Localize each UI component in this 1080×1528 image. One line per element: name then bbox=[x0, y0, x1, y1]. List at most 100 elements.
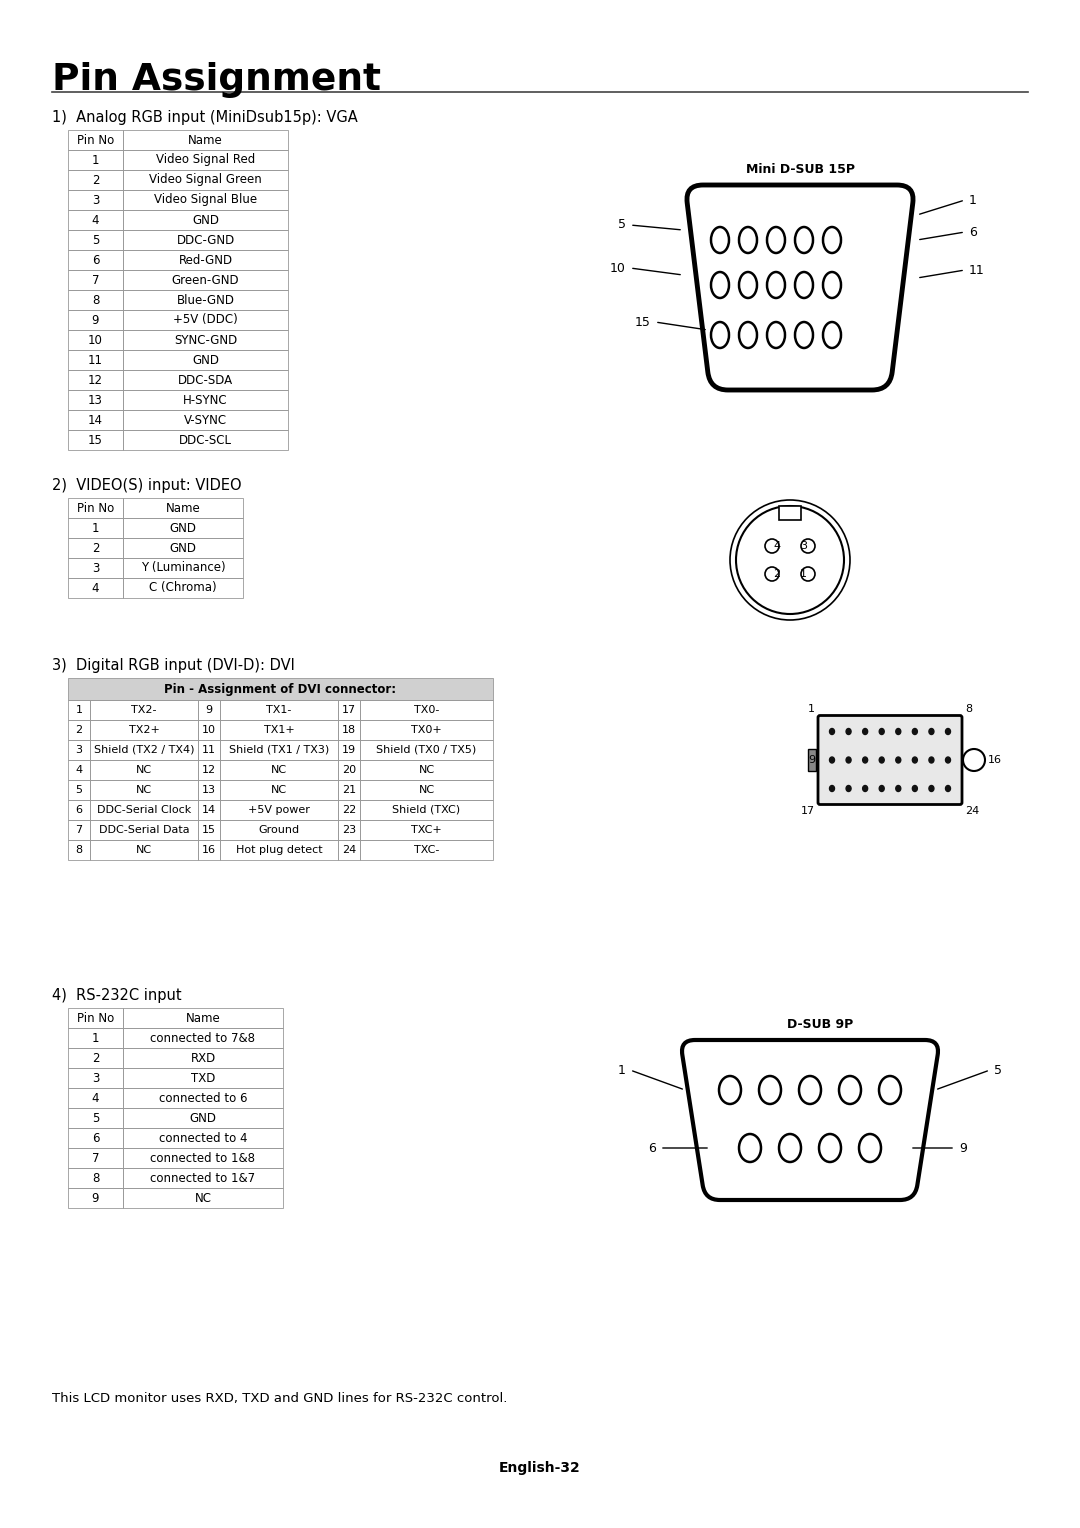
Bar bbox=[68, 720, 90, 740]
Text: 13: 13 bbox=[202, 785, 216, 795]
Text: connected to 4: connected to 4 bbox=[159, 1132, 247, 1144]
Ellipse shape bbox=[863, 729, 867, 735]
Bar bbox=[68, 538, 123, 558]
Text: 10: 10 bbox=[610, 261, 626, 275]
Text: TXD: TXD bbox=[191, 1071, 215, 1085]
Bar bbox=[808, 749, 816, 772]
Text: NC: NC bbox=[418, 766, 434, 775]
Text: 1: 1 bbox=[92, 153, 99, 167]
Text: Pin Assignment: Pin Assignment bbox=[52, 63, 381, 98]
Bar bbox=[123, 209, 288, 231]
Text: Red-GND: Red-GND bbox=[178, 254, 232, 266]
Bar bbox=[68, 1148, 123, 1167]
Bar bbox=[68, 1048, 123, 1068]
Text: 15: 15 bbox=[635, 315, 651, 329]
Text: TX1+: TX1+ bbox=[264, 724, 295, 735]
Text: connected to 1&7: connected to 1&7 bbox=[150, 1172, 256, 1184]
Bar bbox=[123, 189, 288, 209]
Ellipse shape bbox=[829, 756, 835, 762]
Ellipse shape bbox=[829, 729, 835, 735]
Text: 4: 4 bbox=[773, 541, 780, 552]
Text: 9: 9 bbox=[808, 755, 815, 766]
Bar bbox=[123, 370, 288, 390]
Text: SYNC-GND: SYNC-GND bbox=[174, 333, 238, 347]
Text: 1: 1 bbox=[969, 194, 977, 206]
Bar bbox=[123, 538, 243, 558]
Bar bbox=[68, 290, 123, 310]
Bar bbox=[68, 209, 123, 231]
Text: TX2+: TX2+ bbox=[129, 724, 160, 735]
Ellipse shape bbox=[879, 785, 885, 792]
Bar bbox=[68, 270, 123, 290]
Text: DDC-Serial Clock: DDC-Serial Clock bbox=[97, 805, 191, 814]
Bar bbox=[198, 700, 220, 720]
Text: 1: 1 bbox=[618, 1063, 626, 1077]
Ellipse shape bbox=[945, 729, 950, 735]
Bar bbox=[90, 759, 198, 779]
Ellipse shape bbox=[846, 729, 851, 735]
Bar bbox=[90, 740, 198, 759]
Ellipse shape bbox=[913, 785, 917, 792]
Text: 19: 19 bbox=[342, 746, 356, 755]
Text: 10: 10 bbox=[202, 724, 216, 735]
Text: 9: 9 bbox=[92, 1192, 99, 1204]
Bar bbox=[68, 678, 492, 700]
Bar bbox=[123, 350, 288, 370]
Bar bbox=[338, 700, 360, 720]
Ellipse shape bbox=[929, 756, 934, 762]
Bar bbox=[68, 1167, 123, 1187]
Text: 6: 6 bbox=[92, 1132, 99, 1144]
Bar bbox=[123, 251, 288, 270]
Text: 1: 1 bbox=[92, 1031, 99, 1045]
Bar bbox=[123, 231, 288, 251]
Bar bbox=[123, 1088, 283, 1108]
Bar bbox=[68, 429, 123, 451]
Bar bbox=[68, 759, 90, 779]
Text: 17: 17 bbox=[801, 807, 815, 816]
Bar bbox=[68, 498, 123, 518]
Text: Ground: Ground bbox=[258, 825, 299, 834]
Text: DDC-SDA: DDC-SDA bbox=[178, 373, 233, 387]
Text: 1)  Analog RGB input (MiniDsub15p): VGA: 1) Analog RGB input (MiniDsub15p): VGA bbox=[52, 110, 357, 125]
Ellipse shape bbox=[895, 729, 901, 735]
Bar bbox=[123, 390, 288, 410]
Text: Green-GND: Green-GND bbox=[172, 274, 240, 287]
Text: DDC-Serial Data: DDC-Serial Data bbox=[98, 825, 189, 834]
Bar bbox=[68, 1028, 123, 1048]
Bar bbox=[68, 330, 123, 350]
Bar bbox=[68, 310, 123, 330]
Bar bbox=[360, 720, 492, 740]
Text: NC: NC bbox=[136, 845, 152, 856]
Bar bbox=[360, 700, 492, 720]
Bar bbox=[123, 1048, 283, 1068]
Text: 24: 24 bbox=[342, 845, 356, 856]
Text: TX0+: TX0+ bbox=[411, 724, 442, 735]
Text: 2: 2 bbox=[92, 541, 99, 555]
Ellipse shape bbox=[846, 756, 851, 762]
Text: 3: 3 bbox=[92, 1071, 99, 1085]
Ellipse shape bbox=[945, 785, 950, 792]
Ellipse shape bbox=[829, 785, 835, 792]
Bar bbox=[779, 506, 801, 520]
Bar bbox=[220, 720, 338, 740]
Bar bbox=[90, 779, 198, 801]
Bar bbox=[338, 759, 360, 779]
Bar bbox=[123, 1068, 283, 1088]
Text: GND: GND bbox=[170, 521, 197, 535]
Text: 6: 6 bbox=[92, 254, 99, 266]
Text: 2: 2 bbox=[92, 1051, 99, 1065]
Ellipse shape bbox=[863, 756, 867, 762]
Text: 9: 9 bbox=[92, 313, 99, 327]
Bar bbox=[123, 558, 243, 578]
Text: connected to 7&8: connected to 7&8 bbox=[150, 1031, 256, 1045]
Bar bbox=[123, 1187, 283, 1209]
Text: 1: 1 bbox=[808, 703, 815, 714]
Bar bbox=[338, 720, 360, 740]
Text: Video Signal Green: Video Signal Green bbox=[149, 174, 261, 186]
Bar bbox=[68, 1128, 123, 1148]
Bar bbox=[68, 150, 123, 170]
Bar bbox=[90, 801, 198, 821]
Bar bbox=[68, 370, 123, 390]
Bar bbox=[123, 130, 288, 150]
Text: 11: 11 bbox=[87, 353, 103, 367]
